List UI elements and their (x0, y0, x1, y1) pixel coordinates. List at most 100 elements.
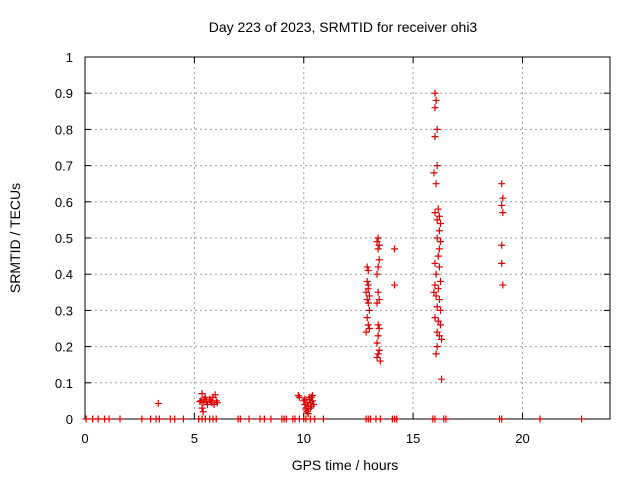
data-point (498, 201, 506, 209)
data-point (373, 238, 381, 246)
data-point (303, 399, 311, 407)
data-point (432, 180, 440, 188)
data-point (179, 415, 187, 423)
data-point (434, 285, 442, 293)
data-point (302, 406, 310, 414)
data-point (307, 402, 315, 410)
data-point (362, 328, 370, 336)
data-point (499, 209, 507, 217)
data-point (213, 399, 221, 407)
y-axis-label: SRMTID / TECUs (7, 183, 23, 293)
data-point (376, 415, 384, 423)
data-point (578, 415, 586, 423)
data-point (431, 415, 439, 423)
data-point (536, 415, 544, 423)
data-point (438, 375, 446, 383)
data-point (435, 227, 443, 235)
data-point (300, 397, 308, 405)
x-tick-label: 20 (515, 431, 529, 446)
data-points (82, 89, 586, 423)
data-point (309, 391, 316, 399)
data-point (436, 238, 444, 246)
data-point (363, 314, 371, 322)
data-point (365, 306, 373, 314)
data-point (204, 401, 211, 409)
data-point (431, 104, 439, 112)
data-point (155, 415, 163, 423)
data-point (498, 259, 506, 267)
data-point (391, 281, 399, 289)
data-point (375, 296, 383, 304)
data-point (393, 415, 401, 423)
data-point (364, 267, 372, 275)
data-point (198, 404, 206, 412)
data-point (433, 303, 441, 311)
y-tick-label: 0 (66, 412, 73, 427)
data-point (432, 292, 440, 300)
data-point (374, 245, 382, 253)
data-point (82, 415, 90, 423)
data-point (432, 96, 440, 104)
data-point (363, 296, 371, 304)
data-point (431, 209, 439, 217)
data-point (373, 270, 381, 278)
data-point (431, 133, 439, 141)
x-tick-label: 5 (191, 431, 198, 446)
data-point (198, 390, 206, 398)
data-point (374, 234, 382, 242)
data-point (499, 281, 507, 289)
data-point (373, 353, 381, 361)
y-tick-label: 0.1 (55, 376, 73, 391)
data-point (364, 299, 372, 307)
data-point (364, 285, 372, 293)
data-point (433, 162, 441, 170)
data-point (376, 357, 384, 365)
data-point (365, 292, 373, 300)
data-point (295, 393, 303, 401)
data-point (301, 395, 309, 403)
data-point (260, 415, 268, 423)
data-point (199, 399, 207, 407)
data-point (374, 263, 382, 271)
data-point (431, 89, 439, 97)
data-point (304, 410, 312, 418)
x-tick-label: 10 (297, 431, 311, 446)
chart-title: Day 223 of 2023, SRMTID for receiver ohi… (209, 19, 478, 35)
data-point (438, 335, 446, 343)
data-point (154, 399, 162, 407)
data-point (267, 415, 275, 423)
data-point (431, 281, 439, 289)
y-tick-label: 0.2 (55, 340, 73, 355)
data-point (116, 415, 124, 423)
data-point (211, 391, 219, 399)
data-point (436, 277, 444, 285)
data-point (236, 415, 244, 423)
data-point (436, 220, 444, 228)
data-point (435, 332, 443, 340)
y-tick-label: 0.3 (55, 303, 73, 318)
data-point (433, 234, 441, 242)
y-tick-label: 0.6 (55, 195, 73, 210)
y-tick-label: 0.5 (55, 231, 73, 246)
data-point (375, 325, 383, 332)
data-point (435, 263, 443, 271)
data-point (391, 245, 399, 253)
data-point (363, 263, 371, 271)
data-point (196, 398, 204, 406)
data-point (430, 288, 438, 296)
data-point (375, 346, 383, 354)
data-point (303, 408, 311, 416)
y-tick-label: 1 (66, 50, 73, 65)
data-point (374, 321, 382, 329)
data-point (373, 339, 381, 347)
data-point (171, 415, 179, 423)
data-point (433, 125, 441, 133)
grid-lines (85, 57, 610, 419)
data-point (105, 415, 113, 423)
x-axis-label: GPS time / hours (292, 457, 399, 473)
data-point (201, 393, 209, 401)
data-point (138, 415, 146, 423)
data-point (319, 415, 327, 423)
x-tick-label: 0 (81, 431, 88, 446)
data-point (434, 252, 442, 260)
